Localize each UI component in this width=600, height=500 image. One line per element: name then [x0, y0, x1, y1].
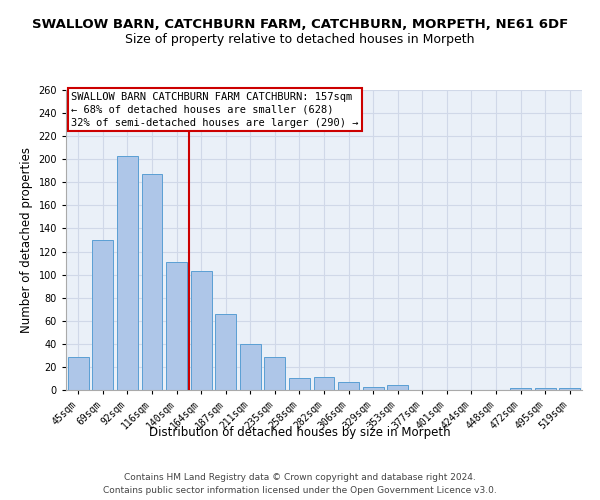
Y-axis label: Number of detached properties: Number of detached properties: [20, 147, 33, 333]
Text: SWALLOW BARN, CATCHBURN FARM, CATCHBURN, MORPETH, NE61 6DF: SWALLOW BARN, CATCHBURN FARM, CATCHBURN,…: [32, 18, 568, 30]
Bar: [362, 386, 383, 390]
Text: Distribution of detached houses by size in Morpeth: Distribution of detached houses by size …: [149, 426, 451, 439]
Bar: [240, 344, 261, 390]
Bar: [265, 356, 286, 390]
Text: SWALLOW BARN CATCHBURN FARM CATCHBURN: 157sqm
← 68% of detached houses are small: SWALLOW BARN CATCHBURN FARM CATCHBURN: 1…: [71, 92, 359, 128]
Text: Size of property relative to detached houses in Morpeth: Size of property relative to detached ho…: [125, 32, 475, 46]
Text: Contains HM Land Registry data © Crown copyright and database right 2024.: Contains HM Land Registry data © Crown c…: [124, 472, 476, 482]
Bar: [117, 156, 138, 390]
Bar: [92, 240, 113, 390]
Bar: [289, 378, 310, 390]
Bar: [314, 378, 334, 390]
Bar: [559, 388, 580, 390]
Bar: [510, 388, 531, 390]
Bar: [68, 356, 89, 390]
Bar: [166, 262, 187, 390]
Text: Contains public sector information licensed under the Open Government Licence v3: Contains public sector information licen…: [103, 486, 497, 495]
Bar: [142, 174, 163, 390]
Bar: [535, 388, 556, 390]
Bar: [215, 314, 236, 390]
Bar: [338, 382, 359, 390]
Bar: [387, 386, 408, 390]
Bar: [191, 271, 212, 390]
